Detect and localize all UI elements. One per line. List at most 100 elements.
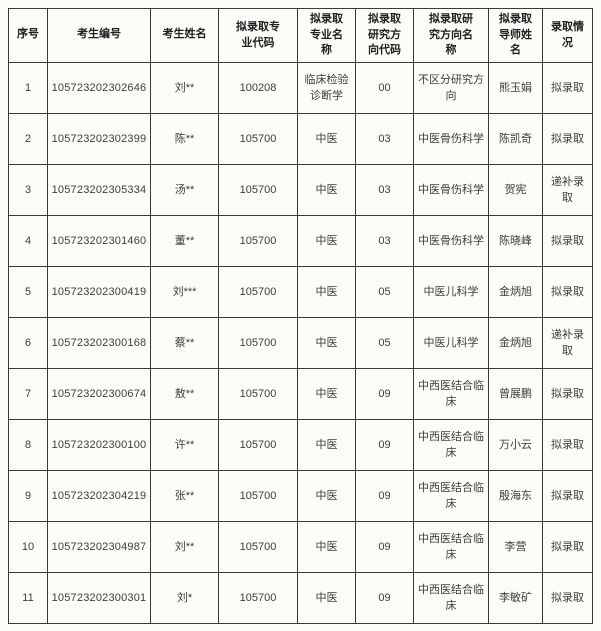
- cell-supervisor_name: 陈凯奇: [488, 113, 543, 165]
- cell-supervisor_name: 李敏矿: [488, 572, 543, 624]
- cell-direction_name: 中医儿科学: [413, 317, 489, 369]
- table-row: 1 105723202302646 刘** 100208 临床检验诊断学 00 不区分研究方…: [8, 62, 593, 114]
- cell-candidate_id: 105723202300100: [47, 419, 151, 471]
- cell-direction_code: 09: [355, 419, 414, 471]
- cell-admission_status: 递补录取: [542, 317, 593, 369]
- cell-major_name: 中医: [297, 419, 356, 471]
- cell-major_name: 中医: [297, 368, 356, 420]
- cell-direction_name: 中西医结合临床: [413, 419, 489, 471]
- cell-admission_status: 拟录取: [542, 419, 593, 471]
- cell-index: 7: [8, 368, 48, 420]
- column-header-label: 拟录取研究方向名称: [429, 12, 473, 57]
- table-row: 3 105723202305334 汤** 105700 中医 03 中医骨伤科学 贺宪 递补录…: [8, 164, 593, 216]
- cell-candidate_name: 敖**: [150, 368, 219, 420]
- column-header-direction_name: 拟录取研究方向名称: [413, 8, 489, 63]
- cell-major_code: 105700: [218, 164, 298, 216]
- cell-major_code: 100208: [218, 62, 298, 114]
- column-header-major_code: 拟录取专业代码: [218, 8, 298, 63]
- column-header-label: 考生姓名: [162, 28, 207, 41]
- cell-major_name: 中医: [297, 266, 356, 318]
- cell-direction_name: 中西医结合临床: [413, 368, 489, 420]
- cell-index: 9: [8, 470, 48, 522]
- column-header-candidate_name: 考生姓名: [150, 8, 219, 63]
- cell-admission_status: 拟录取: [542, 62, 593, 114]
- column-header-supervisor_name: 拟录取导师姓名: [488, 8, 543, 63]
- cell-direction_code: 03: [355, 113, 414, 165]
- cell-candidate_id: 105723202300674: [47, 368, 151, 420]
- column-header-label: 拟录取导师姓名: [499, 12, 532, 57]
- cell-major_name: 中医: [297, 215, 356, 267]
- cell-direction_name: 中医骨伤科学: [413, 164, 489, 216]
- cell-major_name: 中医: [297, 521, 356, 573]
- cell-major_name: 中医: [297, 470, 356, 522]
- cell-major_code: 105700: [218, 572, 298, 624]
- table-row: 10 105723202304987 刘** 105700 中医 09 中西医结合临床 李营拟…: [8, 521, 593, 573]
- table-row: 9 105723202304219 张** 105700 中医 09 中西医结合临床 殷海东拟…: [8, 470, 593, 522]
- cell-candidate_name: 陈**: [150, 113, 219, 165]
- cell-major_name: 临床检验诊断学: [297, 62, 356, 114]
- cell-direction_code: 03: [355, 215, 414, 267]
- cell-direction_code: 05: [355, 317, 414, 369]
- cell-candidate_name: 张**: [150, 470, 219, 522]
- cell-major_name: 中医: [297, 164, 356, 216]
- cell-major_code: 105700: [218, 419, 298, 471]
- column-header-label: 考生编号: [77, 28, 121, 41]
- cell-direction_code: 00: [355, 62, 414, 114]
- cell-supervisor_name: 万小云: [488, 419, 543, 471]
- cell-candidate_id: 105723202301460: [47, 215, 151, 267]
- cell-major_code: 105700: [218, 521, 298, 573]
- cell-admission_status: 拟录取: [542, 521, 593, 573]
- cell-direction_name: 不区分研究方向: [413, 62, 489, 114]
- cell-candidate_name: 董**: [150, 215, 219, 267]
- cell-supervisor_name: 殷海东: [488, 470, 543, 522]
- column-header-admission_status: 录取情况: [542, 8, 593, 63]
- cell-supervisor_name: 李营: [488, 521, 543, 573]
- cell-candidate_id: 105723202300419: [47, 266, 151, 318]
- cell-admission_status: 递补录取: [542, 164, 593, 216]
- cell-index: 4: [8, 215, 48, 267]
- cell-direction_name: 中医儿科学: [413, 266, 489, 318]
- column-header-label: 拟录取专业名称: [310, 12, 343, 57]
- cell-direction_name: 中西医结合临床: [413, 521, 489, 573]
- cell-major_name: 中医: [297, 317, 356, 369]
- cell-direction_name: 中医骨伤科学: [413, 113, 489, 165]
- table-row: 4 105723202301460 董** 105700 中医 03 中医骨伤科学 陈晓峰 拟录…: [8, 215, 593, 267]
- cell-major_name: 中医: [297, 113, 356, 165]
- cell-major_code: 105700: [218, 317, 298, 369]
- admission-table: 序号 考生编号 考生姓名 拟录取专业代码 拟录取专业名称 拟录取研究方向代码 拟录取研究方向…: [8, 8, 593, 624]
- cell-index: 3: [8, 164, 48, 216]
- cell-index: 10: [8, 521, 48, 573]
- cell-index: 5: [8, 266, 48, 318]
- cell-major_code: 105700: [218, 215, 298, 267]
- column-header-direction_code: 拟录取研究方向代码: [355, 8, 414, 63]
- cell-direction_name: 中西医结合临床: [413, 470, 489, 522]
- cell-candidate_id: 105723202304987: [47, 521, 151, 573]
- cell-candidate_id: 105723202300168: [47, 317, 151, 369]
- cell-major_code: 105700: [218, 113, 298, 165]
- cell-admission_status: 拟录取: [542, 368, 593, 420]
- cell-major_code: 105700: [218, 470, 298, 522]
- column-header-major_name: 拟录取专业名称: [297, 8, 356, 63]
- table-row: 7 105723202300674 敖** 105700 中医 09 中西医结合临床 曾展鹏拟…: [8, 368, 593, 420]
- cell-admission_status: 拟录取: [542, 470, 593, 522]
- cell-direction_code: 05: [355, 266, 414, 318]
- cell-direction_code: 09: [355, 470, 414, 522]
- cell-admission_status: 拟录取: [542, 215, 593, 267]
- cell-candidate_name: 刘**: [150, 521, 219, 573]
- cell-direction_code: 03: [355, 164, 414, 216]
- cell-major_name: 中医: [297, 572, 356, 624]
- header-row: 序号 考生编号 考生姓名 拟录取专业代码 拟录取专业名称 拟录取研究方向代码 拟录取研究方向…: [8, 8, 593, 63]
- cell-index: 8: [8, 419, 48, 471]
- column-header-index: 序号: [8, 8, 48, 63]
- cell-index: 2: [8, 113, 48, 165]
- cell-supervisor_name: 曾展鹏: [488, 368, 543, 420]
- cell-candidate_id: 105723202305334: [47, 164, 151, 216]
- cell-candidate_id: 105723202300301: [47, 572, 151, 624]
- cell-direction_code: 09: [355, 572, 414, 624]
- cell-candidate_id: 105723202304219: [47, 470, 151, 522]
- cell-major_code: 105700: [218, 266, 298, 318]
- column-header-label: 拟录取专业代码: [236, 20, 280, 49]
- cell-direction_name: 中西医结合临床: [413, 572, 489, 624]
- cell-admission_status: 拟录取: [542, 266, 593, 318]
